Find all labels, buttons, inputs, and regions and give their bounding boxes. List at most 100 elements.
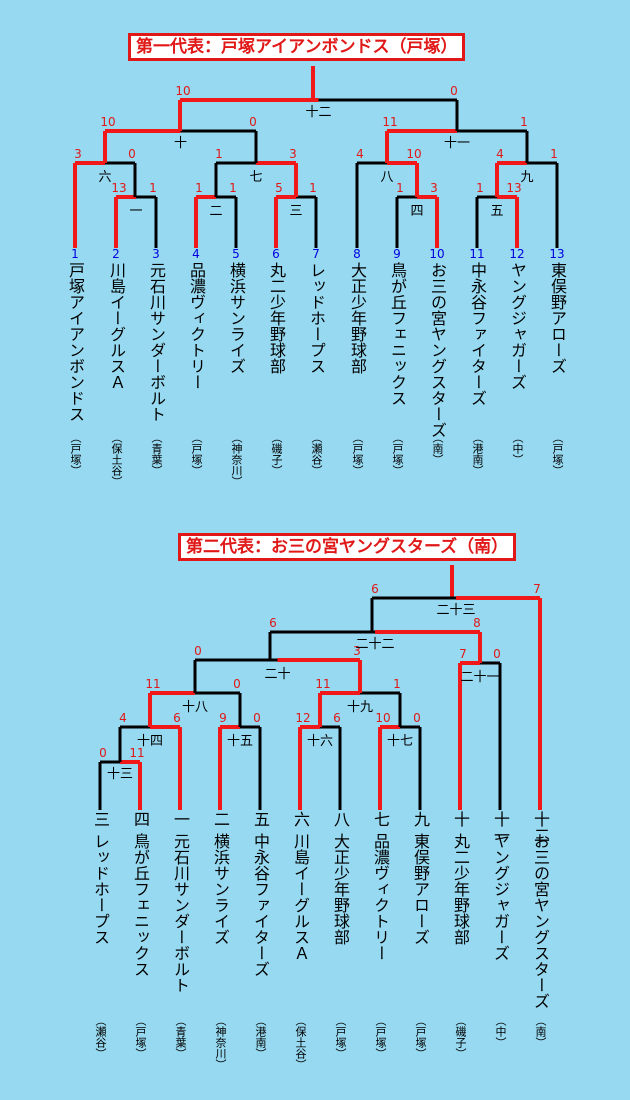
entry-area: （青葉） [150, 432, 163, 476]
game-score-left: 0 [194, 644, 202, 658]
game-score-right: 6 [333, 711, 341, 725]
game-score-right: 1 [393, 677, 401, 691]
entry-seed: 十二 [531, 811, 550, 843]
entry-area: （保土谷） [110, 432, 123, 487]
entry-name: 元石川サンダーボルト [171, 833, 190, 993]
entry-area: （保土谷） [294, 1015, 307, 1070]
entry-area: （戸塚） [190, 432, 203, 476]
game-number: 七 [249, 170, 262, 185]
entry-name: 丸二少年野球部 [267, 262, 286, 374]
bracket2-title: 第二代表：お三の宮ヤングスターズ（南） [178, 533, 517, 561]
entry-seed: 三 [91, 811, 110, 827]
entry-name: 川島イーグルスＡ [291, 833, 310, 961]
entry-area: （戸塚） [374, 1015, 387, 1059]
game-score-right: 0 [253, 711, 261, 725]
entry-area: （戸塚） [134, 1015, 147, 1059]
game-score-right: 1 [229, 181, 237, 195]
entry-seed: 六 [291, 811, 310, 827]
entry-name: レッドホープス [307, 262, 326, 374]
game-score-right: 0 [233, 677, 241, 691]
entry-name: 大正少年野球部 [331, 833, 350, 945]
game-score-left: 10 [175, 84, 190, 98]
game-number: 八 [380, 170, 393, 185]
game-score-left: 13 [111, 181, 126, 195]
entry-name: お三の宮ヤングスターズ [531, 833, 550, 1009]
entry-area: （戸塚） [414, 1015, 427, 1059]
game-score-right: 8 [473, 616, 481, 630]
game-score-left: 10 [375, 711, 390, 725]
entry-area: （磯子） [454, 1015, 467, 1059]
game-number: 十七 [387, 734, 413, 749]
entry-area: （中） [511, 432, 524, 465]
game-number: 十五 [227, 734, 253, 749]
game-number: 二十 [264, 667, 290, 682]
entry-area: （磯子） [270, 432, 283, 476]
game-score-right: 0 [128, 147, 136, 161]
game-score-left: 7 [459, 647, 467, 661]
entry-name: 東俣野アローズ [548, 262, 567, 374]
game-score-left: 3 [74, 147, 82, 161]
game-score-left: 6 [269, 616, 277, 630]
game-score-right: 1 [520, 115, 528, 129]
entry-area: （港南） [254, 1015, 267, 1059]
game-score-left: 0 [99, 746, 107, 760]
entry-area: （戸塚） [391, 432, 404, 476]
entry-seed: 5 [232, 247, 240, 261]
game-score-left: 10 [100, 115, 115, 129]
game-score-left: 6 [371, 582, 379, 596]
game-score-right: 1 [309, 181, 317, 195]
game-score-left: 1 [476, 181, 484, 195]
entry-seed: 8 [353, 247, 361, 261]
entry-seed: 五 [251, 811, 270, 827]
entry-name: レッドホープス [91, 833, 110, 945]
entry-name: お三の宮ヤングスターズ [428, 262, 447, 438]
entry-seed: 1 [71, 247, 79, 261]
entry-seed: 二 [211, 811, 230, 827]
entry-name: 川島イーグルスＡ [107, 262, 126, 390]
entry-name: 大正少年野球部 [348, 262, 367, 374]
entry-seed: 十 [451, 811, 470, 827]
game-score-right: 0 [413, 711, 421, 725]
game-number: 十 [174, 136, 187, 151]
game-number: 三 [289, 204, 302, 219]
entry-name: 品濃ヴィクトリー [371, 833, 390, 961]
entry-seed: 11 [469, 247, 485, 261]
entry-name: 横浜サンライズ [211, 833, 230, 945]
game-number: 五 [490, 204, 503, 219]
entry-name: 横浜サンライズ [227, 262, 246, 374]
game-number: 十三 [107, 767, 133, 782]
game-score-left: 11 [315, 677, 330, 691]
game-score-right: 0 [493, 647, 501, 661]
game-score-left: 1 [396, 181, 404, 195]
game-number: 四 [410, 204, 423, 219]
entry-area: （南） [431, 432, 444, 465]
game-score-right: 3 [353, 644, 361, 658]
game-score-right: 10 [406, 147, 421, 161]
game-score-right: 13 [506, 181, 521, 195]
entry-seed: 八 [331, 811, 350, 827]
game-score-right: 0 [249, 115, 257, 129]
entry-area: （戸塚） [351, 432, 364, 476]
game-number: 十九 [347, 700, 373, 715]
entry-seed: 6 [272, 247, 280, 261]
entry-seed: 一 [171, 811, 190, 827]
entry-seed: 4 [192, 247, 200, 261]
entry-name: 中永谷ファイターズ [251, 833, 270, 977]
game-score-left: 1 [215, 147, 223, 161]
game-score-right: 6 [173, 711, 181, 725]
game-number: 二十一 [460, 670, 499, 685]
entry-name: ヤングジャガーズ [508, 262, 527, 390]
game-number: 二 [209, 204, 222, 219]
entry-name: 丸二少年野球部 [451, 833, 470, 945]
entry-name: 鳥が丘フェニックス [131, 833, 150, 977]
game-number: 二十三 [436, 603, 475, 618]
entry-area: （港南） [471, 432, 484, 476]
game-number: 十六 [307, 734, 333, 749]
game-score-left: 11 [145, 677, 160, 691]
entry-area: （南） [534, 1015, 547, 1048]
bracket1-title: 第一代表：戸塚アイアンボンドス（戸塚） [128, 33, 466, 61]
entry-area: （戸塚） [334, 1015, 347, 1059]
entry-seed: 3 [152, 247, 160, 261]
game-number: 十二 [305, 105, 331, 120]
